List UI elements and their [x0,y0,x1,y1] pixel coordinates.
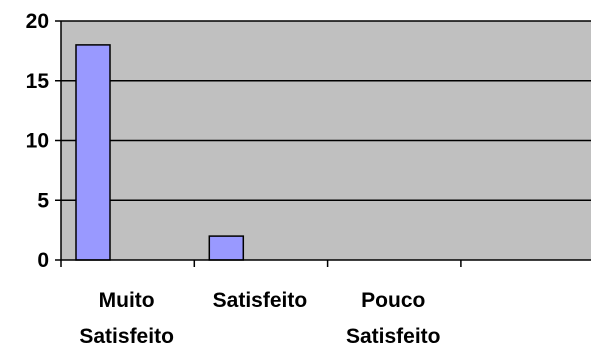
y-tick-label: 20 [26,10,49,33]
y-tick-label: 0 [37,249,49,272]
y-tick-label: 15 [26,70,50,93]
y-tick-labels: 0 5 10 15 20 [26,10,50,272]
x-category-labels: Muito Satisfeito Satisfeito Pouco Satisfeito [79,289,440,348]
y-tick-label: 5 [37,189,49,212]
x-category-label: Muito [99,289,155,312]
y-tick-label: 10 [26,130,49,153]
gridlines [61,20,591,201]
x-category-label: Satisfeito [79,325,174,348]
axes [55,20,591,267]
x-category-label: Pouco [361,289,425,312]
x-category-label: Satisfeito [346,325,441,348]
bar [75,44,111,261]
bar [208,235,245,261]
x-category-label: Satisfeito [213,289,308,312]
